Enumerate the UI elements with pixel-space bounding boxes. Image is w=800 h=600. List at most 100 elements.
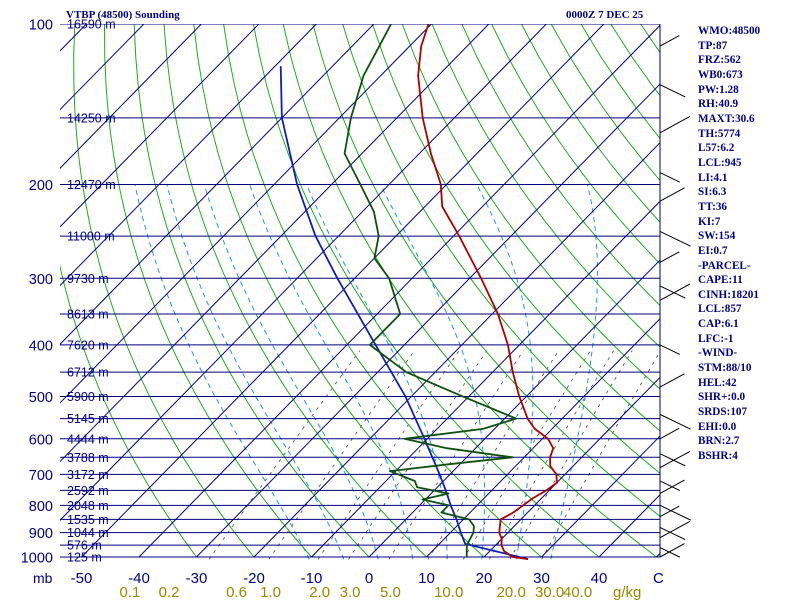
mixing-ratio-line (268, 350, 415, 560)
isotherm-line (368, 259, 660, 558)
index-row: LFC:-1 (698, 332, 734, 345)
height-labels: 16590 m 14250 m 12470 m 11000 m 9730 m 8613 m… (67, 18, 116, 565)
index-row: SRDS:107 (698, 406, 748, 419)
height-label: 8613 m (67, 308, 109, 322)
dewpoint-line (343, 24, 517, 558)
wind-barb (659, 344, 681, 355)
height-label: 2592 m (67, 484, 109, 498)
wind-barb (659, 526, 686, 541)
mixing-ratio-line (348, 350, 488, 560)
pressure-tick-labels: 100 200 300 400 500 600 700 800 900 1000 (21, 18, 53, 567)
mixing-ratio-line (208, 350, 361, 560)
index-row: LCL:857 (698, 303, 742, 316)
sounding-time: 0000Z 7 DEC 25 (566, 9, 644, 21)
index-row: STM:88/10 (698, 362, 752, 375)
station-title: VTBP (48500) Sounding (66, 9, 180, 21)
index-row: SHR+:0.0 (698, 391, 746, 404)
index-row: CAP:6.1 (698, 318, 739, 331)
height-label: 6712 m (67, 366, 109, 380)
temperature-tick-label: 10 (418, 570, 435, 587)
temperature-tick-label: 30 (533, 570, 550, 587)
index-row: FRZ:562 (698, 54, 741, 67)
isotherm-line (311, 200, 660, 558)
moist-adiabat (166, 184, 345, 560)
isotherm-line (60, 24, 432, 404)
index-row: LCL:945 (698, 156, 742, 169)
mixing-ratio-line (317, 350, 460, 560)
wind-barb (659, 505, 680, 518)
wind-barb (659, 230, 691, 247)
mixing-ratio-tick-label: 10.0 (434, 584, 463, 600)
height-label: 3788 m (67, 451, 109, 465)
index-row: PW:1.28 (698, 83, 739, 96)
pressure-tick-label: 500 (29, 390, 53, 406)
mixing-ratio-tick-label: 40.0 (563, 584, 592, 600)
height-label: 125 m (67, 551, 102, 565)
temperature-tick-label: 40 (591, 570, 608, 587)
moist-adiabats (134, 184, 598, 560)
height-label: 11000 m (67, 230, 115, 244)
index-row: MAXT:30.6 (698, 112, 755, 125)
wind-barb (659, 172, 681, 183)
pressure-tick-label: 300 (29, 272, 53, 288)
moist-adiabat (203, 184, 379, 560)
index-row: CAPE:11 (698, 274, 743, 287)
temperature-tick-label: -50 (71, 570, 93, 587)
height-label: 4444 m (67, 432, 109, 446)
wind-barb (659, 413, 691, 430)
plot-area (60, 24, 660, 560)
temperature-tick-label: -20 (243, 570, 265, 587)
temperature-tick-label: -10 (301, 570, 323, 587)
parcel-line (279, 66, 529, 560)
index-row: -WIND- (698, 347, 738, 360)
index-row: TP:87 (698, 39, 728, 52)
index-row: WB0:673 (698, 68, 743, 81)
pressure-tick-label: 600 (29, 432, 53, 448)
wind-barb (659, 285, 686, 299)
wind-barb (659, 187, 685, 202)
indices-panel: WMO:48500 TP:87 FRZ:562 WB0:673 PW:1.28 RH:40… (698, 24, 798, 464)
wind-barb (659, 504, 691, 521)
wind-barb (659, 35, 680, 47)
mixing-ratio-tick-label: 1.0 (260, 584, 281, 600)
wind-barb (659, 251, 680, 263)
index-row: TH:5774 (698, 127, 741, 140)
height-label: 5145 m (67, 412, 109, 426)
index-row: EHI:0.0 (698, 420, 737, 433)
pressure-tick-label: 400 (29, 338, 53, 354)
isotherm-line (426, 318, 660, 558)
height-label: 5900 m (67, 390, 109, 404)
index-row: KI:7 (698, 215, 721, 228)
wind-barb (659, 450, 691, 469)
isotherm-line (60, 24, 375, 345)
index-row: RH:40.9 (698, 98, 739, 111)
mixing-ratio-tick-label: 3.0 (340, 584, 361, 600)
temperature-unit-label: C (653, 570, 664, 587)
index-row: CINH:18201 (698, 288, 759, 301)
wind-barb (659, 427, 680, 440)
index-row: HEL:42 (698, 376, 737, 389)
isotherm-line (60, 24, 260, 228)
isotherm-line (196, 83, 660, 558)
index-row: BSHR:4 (698, 450, 738, 463)
isotherm-line (60, 24, 490, 463)
mixing-ratio-tick-label: 20.0 (497, 584, 526, 600)
isotherms (60, 24, 660, 558)
height-label: 16590 m (67, 18, 116, 32)
height-label: 3172 m (67, 468, 109, 482)
mixing-ratio-line (462, 350, 591, 560)
mixing-ratio-line (427, 350, 560, 560)
sounding-profiles (279, 24, 558, 560)
index-row: SW:154 (698, 230, 736, 243)
isotherm-line (81, 24, 605, 558)
wind-barb (659, 283, 691, 301)
temperature-tick-label: 20 (476, 570, 493, 587)
wind-barb (659, 479, 685, 494)
height-label: 12470 m (67, 178, 116, 192)
index-row: EI:0.7 (698, 244, 728, 257)
isotherm-line (138, 24, 660, 558)
wind-barb (659, 547, 681, 558)
index-row: BRN:2.7 (698, 435, 740, 448)
mixing-ratio-tick-label: 5.0 (380, 584, 401, 600)
